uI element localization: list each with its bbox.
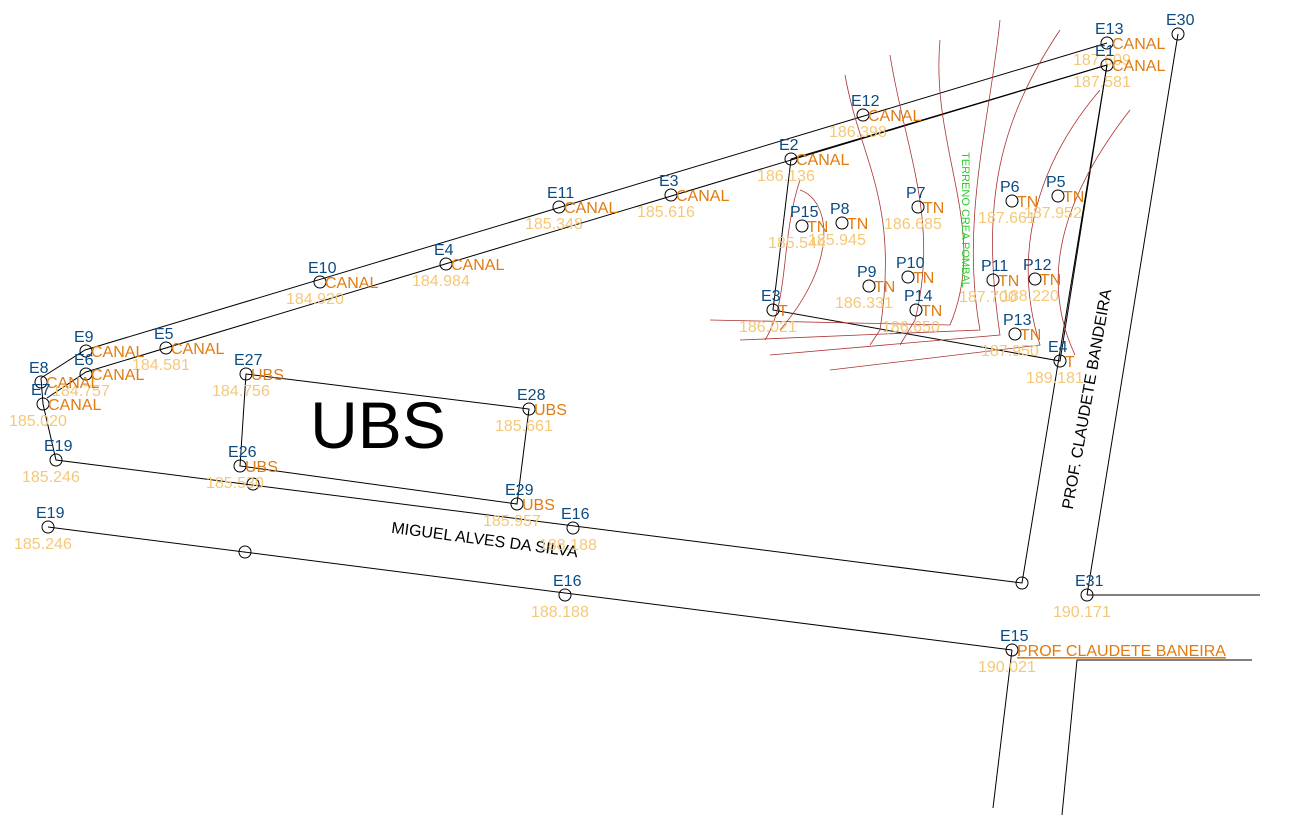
point-code: TN bbox=[1063, 189, 1084, 206]
point-elevation: 185.945 bbox=[808, 232, 866, 249]
point-elevation: 190.171 bbox=[1053, 604, 1111, 621]
point-code: CANAL bbox=[1112, 36, 1165, 53]
point-elevation: 185.246 bbox=[14, 536, 72, 553]
point-code: UBS bbox=[534, 402, 567, 419]
point-elevation: 186.136 bbox=[757, 168, 815, 185]
point-elevation: 188.188 bbox=[531, 604, 589, 621]
point-id: E16 bbox=[561, 506, 590, 523]
point-code: CANAL bbox=[796, 152, 849, 169]
terrain-label: TERRENO CREA POMBAL bbox=[959, 152, 971, 288]
road-edge bbox=[1062, 660, 1252, 815]
point-code: CANAL bbox=[325, 275, 378, 292]
point-elevation: 186.685 bbox=[884, 216, 942, 233]
point-code: CANAL bbox=[868, 108, 921, 125]
point-code: CANAL bbox=[48, 397, 101, 414]
point-elevation: 185.348 bbox=[525, 216, 583, 233]
point-code: TN bbox=[913, 270, 934, 287]
point-code: TN bbox=[847, 216, 868, 233]
point-marker bbox=[559, 589, 571, 601]
point-code: CANAL bbox=[46, 375, 99, 392]
point-elevation: 186.398 bbox=[829, 124, 887, 141]
point-elevation: 186.650 bbox=[882, 319, 940, 336]
point-elevation: 184.756 bbox=[212, 383, 270, 400]
point-code: TN bbox=[1020, 327, 1041, 344]
point-code: CANAL bbox=[676, 188, 729, 205]
point-code: CANAL bbox=[451, 257, 504, 274]
point-code: PROF CLAUDETE BANEIRA bbox=[1017, 643, 1226, 660]
point-code: CANAL bbox=[91, 344, 144, 361]
point-id: E19 bbox=[36, 505, 65, 522]
point-id: E30 bbox=[1166, 12, 1195, 29]
point-elevation: 187.952 bbox=[1024, 205, 1082, 222]
survey-points: E13CANAL187.609E30E1CANAL187.581E12CANAL… bbox=[9, 12, 1226, 676]
point-elevation: 184.920 bbox=[286, 291, 344, 308]
point-code: CANAL bbox=[564, 200, 617, 217]
point-elevation: 187.950 bbox=[981, 343, 1039, 360]
point-code: TN bbox=[923, 200, 944, 217]
point-code: TN bbox=[874, 279, 895, 296]
point-elevation: 184.984 bbox=[412, 273, 470, 290]
point-id: E16 bbox=[553, 573, 582, 590]
point-code: TN bbox=[921, 303, 942, 320]
point-elevation: 190.021 bbox=[978, 659, 1036, 676]
building-label: UBS bbox=[310, 388, 446, 462]
point-code: CANAL bbox=[171, 341, 224, 358]
point-elevation: 185.246 bbox=[22, 469, 80, 486]
point-code: UBS bbox=[245, 459, 278, 476]
point-elevation: 187.581 bbox=[1073, 74, 1131, 91]
street-name: PROF. CLAUDETE BANDEIRA bbox=[1060, 288, 1116, 511]
point-elevation: 185.661 bbox=[495, 418, 553, 435]
point-code: T bbox=[778, 303, 788, 320]
point-id: E19 bbox=[44, 438, 73, 455]
survey-plan: UBS MIGUEL ALVES DA SILVA PROF. CLAUDETE… bbox=[0, 0, 1302, 816]
point-elevation: 185.957 bbox=[483, 513, 541, 530]
point-elevation: 188.188 bbox=[539, 537, 597, 554]
point-code: UBS bbox=[251, 367, 284, 384]
point-id: E31 bbox=[1075, 573, 1104, 590]
point-elevation: 186.331 bbox=[835, 295, 893, 312]
point-code: T bbox=[1065, 354, 1075, 371]
point-elevation: 189.181 bbox=[1026, 370, 1084, 387]
point-code: UBS bbox=[522, 497, 555, 514]
point-elevation: 185.530 bbox=[206, 475, 264, 492]
point-elevation: 185.616 bbox=[637, 204, 695, 221]
point-code: CANAL bbox=[1112, 58, 1165, 75]
point-marker bbox=[567, 522, 579, 534]
point-elevation: 186.021 bbox=[739, 319, 797, 336]
point-elevation: 188.220 bbox=[1001, 288, 1059, 305]
point-code: TN bbox=[1040, 272, 1061, 289]
point-elevation: 185.020 bbox=[9, 413, 67, 430]
